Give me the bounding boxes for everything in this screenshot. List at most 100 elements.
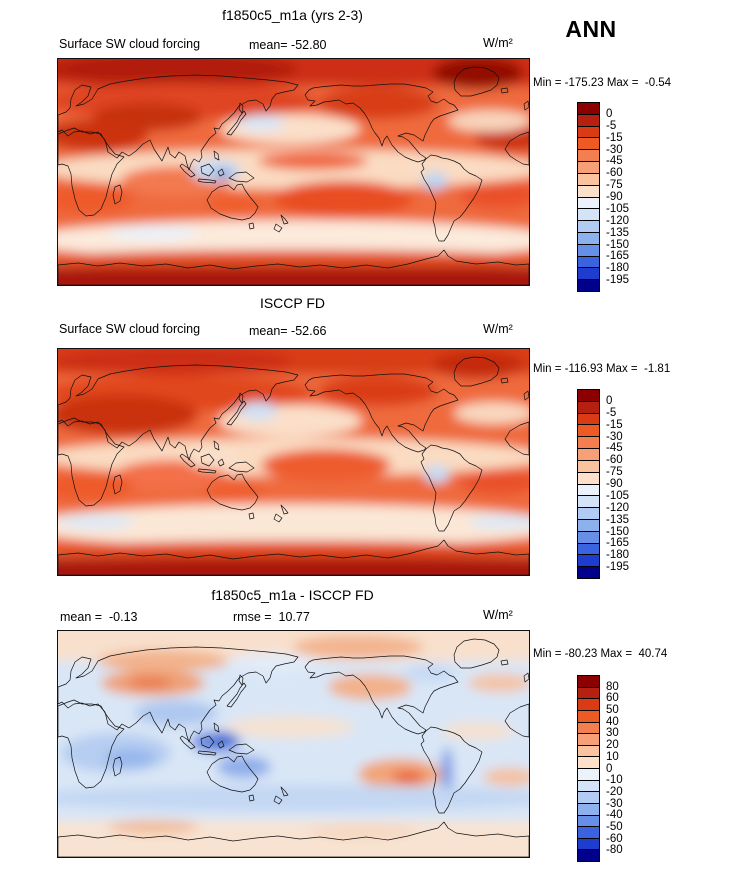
colorbar-segment [578,745,599,758]
colorbar-tick-label: -60 [606,832,623,845]
colorbar-segment [578,815,599,828]
colorbar-segment [578,519,599,532]
colorbar-segment [578,472,599,485]
panel3-units-label: W/m² [483,608,513,622]
panel2-units-label: W/m² [483,322,513,336]
colorbar-tick-label: -180 [606,549,630,562]
colorbar-tick-label: -120 [606,501,630,514]
colorbar-tick-label: -165 [606,250,630,263]
colorbar-segment [578,531,599,544]
colorbar-tick-label: -135 [606,226,630,239]
colorbar-segment [578,757,599,769]
colorbar-segment [578,449,599,461]
colorbar-tick-label: -10 [606,774,623,787]
colorbar-segment [578,543,599,556]
panel1-minmax: Min = -175.23 Max = -0.54 [533,77,672,89]
colorbar-tick-label: -30 [606,797,623,810]
colorbar-segment [578,232,599,245]
panel2-variable-label: Surface SW cloud forcing [59,322,201,336]
colorbar-tick-label: -90 [606,478,623,490]
colorbar-segment [578,850,599,861]
panel1-title: f1850c5_m1a (yrs 2-3) [222,7,363,23]
colorbar-segment [578,555,599,568]
panel2-mean-label: mean= -52.66 [249,324,327,338]
panel3-colorbar: 80 60 50 40 30 20 10 0 -10 -20 -30 -40 -50 -60 -80 [577,675,667,862]
colorbar-bar [577,675,600,862]
diff-map-svg [58,631,529,857]
colorbar-segment [578,484,599,497]
colorbar-tick-label: 50 [606,704,619,717]
colorbar-tick-label: 20 [606,739,619,752]
colorbar-segment [578,769,599,781]
model-map [57,58,530,286]
colorbar-segment [578,699,599,711]
colorbar-tick-label: -75 [606,466,623,479]
colorbar-tick-label: 0 [606,394,613,407]
colorbar-tick-label: -195 [606,561,630,574]
colorbar-tick-label: -60 [606,167,623,180]
colorbar-tick-label: -5 [606,406,617,419]
colorbar-tick-label: -195 [606,274,630,287]
colorbar-segment [578,280,599,291]
colorbar-tick-label: 60 [606,692,619,705]
colorbar-segment [578,722,599,735]
colorbar-segment [578,803,599,816]
season-label: ANN [565,16,617,42]
colorbar-tick-label: -165 [606,537,630,550]
colorbar-segment [578,676,599,688]
colorbar-tick-label: 0 [606,762,613,775]
colorbar-tick-label: -80 [606,844,623,857]
panel3-minmax: Min = -80.23 Max = 40.74 [533,648,668,660]
colorbar-segment [578,244,599,257]
panel3-rmse-label: rmse = 10.77 [233,610,310,624]
colorbar-segment [578,256,599,269]
colorbar-segment [578,792,599,804]
colorbar-segment [578,508,599,520]
panel3-title: f1850c5_m1a - ISCCP FD [211,587,374,603]
colorbar-segment [578,185,599,198]
colorbar-segment [578,162,599,174]
colorbar-tick-label: -180 [606,262,630,275]
colorbar-segment [578,390,599,402]
colorbar-tick-label: -90 [606,191,623,203]
colorbar-tick-label: -15 [606,418,623,431]
colorbar-tick-label: -20 [606,785,623,798]
colorbar-segment [578,780,599,793]
colorbar-segment [578,425,599,438]
model-map-svg [58,59,529,285]
colorbar-tick-label: -105 [606,202,630,215]
colorbar-tick-label: -15 [606,131,623,144]
colorbar-tick-label: -30 [606,143,623,156]
colorbar-tick-label: -40 [606,809,623,822]
panel2-title: ISCCP FD [259,295,326,311]
colorbar-segment [578,150,599,163]
colorbar-segment [578,437,599,450]
panel2-minmax: Min = -116.93 Max = -1.81 [533,363,671,375]
colorbar-segment [578,838,599,851]
colorbar-segment [578,126,599,139]
colorbar-tick-label: 10 [606,750,619,763]
colorbar-tick-label: -45 [606,155,623,168]
colorbar-segment [578,197,599,210]
colorbar-bar [577,102,600,292]
colorbar-tick-label: -5 [606,119,617,132]
colorbar-tick-label: -30 [606,430,623,443]
colorbar-tick-label: -105 [606,489,630,502]
colorbar-tick-label: 40 [606,715,619,728]
colorbar-tick-label: -135 [606,513,630,526]
panel3-mean-label: mean = -0.13 [60,610,138,624]
colorbar-segment [578,103,599,115]
colorbar-segment [578,734,599,746]
colorbar-tick-label: -45 [606,442,623,455]
obs-map [57,348,530,576]
colorbar-tick-label: 80 [606,680,619,693]
colorbar-tick-label: -150 [606,525,630,538]
panel1-units-label: W/m² [483,36,513,50]
colorbar-segment [578,413,599,426]
colorbar-segment [578,114,599,127]
colorbar-tick-label: -50 [606,820,623,833]
obs-map-svg [58,349,529,575]
colorbar-segment [578,460,599,473]
colorbar-tick-label: 0 [606,107,613,120]
